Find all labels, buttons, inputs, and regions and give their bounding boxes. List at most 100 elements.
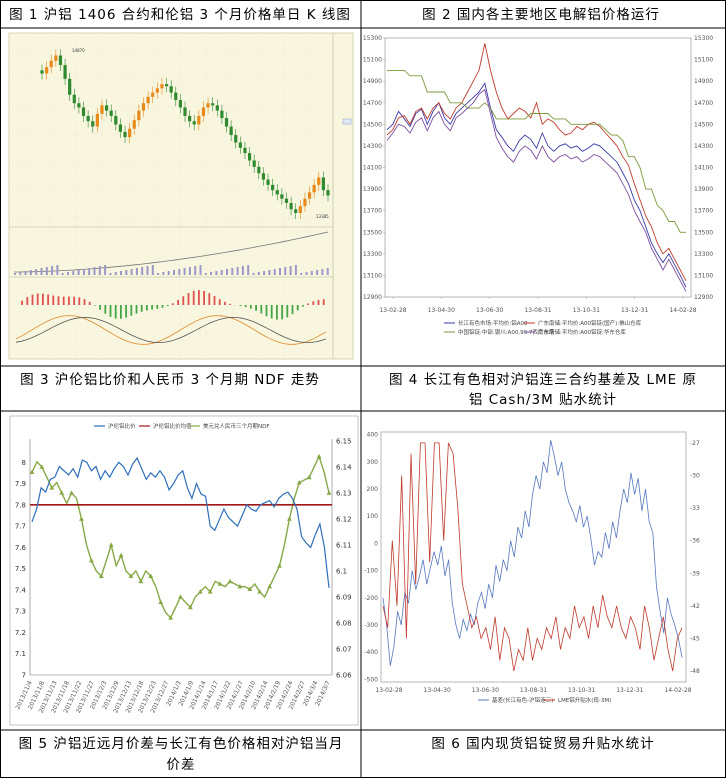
fig3-ytick-left: 7: [22, 672, 26, 680]
fig3-ndf-marker: [267, 584, 272, 589]
fig1-volume-bar: [29, 270, 32, 275]
caption-fig4-line2: 铝 Cash/3M 贴水统计: [469, 392, 617, 408]
fig4-ytick-right: -45: [690, 636, 700, 643]
fig3-ndf-marker: [108, 542, 114, 547]
fig1-candle-body: [321, 177, 325, 191]
fig1-volume-bar: [247, 265, 250, 275]
fig1-candle-body: [77, 103, 81, 108]
fig4-series: [382, 440, 683, 672]
fig2-xtick: 13-12-31: [621, 307, 648, 314]
fig1-candle-body: [326, 190, 330, 196]
fig1-candle-body: [294, 209, 298, 213]
fig3-legend-label: 美元兑人民币三个月期NDF: [203, 422, 270, 430]
fig3-ndf-marker: [316, 454, 322, 459]
fig2-series-line: [386, 89, 687, 292]
fig1-candle-body: [86, 115, 90, 122]
fig1-volume-bar: [236, 267, 239, 275]
fig4-xtick: 13-12-31: [616, 687, 643, 694]
fig1-macd-bar: [203, 290, 205, 305]
fig2-legend-label: 广东南储:平均价:A00铝锭:华东仓库: [538, 328, 626, 336]
fig1-volume-bar: [72, 271, 75, 275]
fig4-ytick-right: -36: [690, 538, 700, 545]
fig2-series-line: [386, 43, 687, 282]
fig3-ndf-marker: [306, 474, 312, 480]
fig1-macd-bar: [286, 305, 289, 318]
fig1-macd-bar: [78, 297, 81, 305]
fig3-ytick-left: 7.3: [15, 608, 26, 616]
fig1-candle-body: [312, 184, 316, 193]
fig2-ytick-left: 14900: [363, 78, 382, 85]
fig1-candle-body: [238, 142, 242, 148]
fig1-candle-body: [289, 202, 293, 210]
fig1-volume-bar: [326, 268, 329, 275]
fig1-macd-bar: [276, 305, 278, 320]
fig4-ytick-right: -33: [690, 505, 700, 512]
fig2-ytick-left: 15300: [363, 35, 382, 42]
fig4-ytick-left: 0: [374, 540, 378, 547]
fig1-volume-bar: [35, 269, 38, 275]
fig2-ytick-left: 13700: [363, 208, 382, 215]
fig1-macd-bar: [250, 305, 252, 309]
fig1-candle-body: [247, 153, 252, 161]
fig1-macd-dea-line: [15, 316, 327, 344]
fig1-macd-bar: [135, 305, 138, 314]
fig3-ytick-left: 7.1: [15, 650, 26, 658]
fig1-macd-bar: [229, 303, 231, 305]
fig3-ndf-marker: [118, 552, 124, 558]
fig1-candle-body: [45, 67, 49, 74]
fig1-volume-bar: [321, 269, 324, 275]
fig1-macd-bar: [83, 299, 86, 305]
fig2-series-line: [386, 82, 687, 288]
fig1-volume-bars: [14, 265, 329, 275]
caption-fig4-line1: 图 4 长江有色相对沪铝连三合约基差及 LME 原: [389, 371, 697, 388]
fig1-macd-bar: [198, 290, 200, 305]
fig3-ndf-marker: [277, 563, 282, 568]
fig1-candle-body: [271, 184, 275, 191]
fig3-ytick-left: 7.4: [15, 586, 27, 594]
fig1-volume-bar: [300, 273, 303, 275]
fig3-ndf-marker: [287, 516, 292, 521]
fig2-ytick-right: 14500: [694, 121, 713, 128]
fig3-chart: 沪伦铝比价 沪伦铝比价均值 美元兑人民币三个月期NDF 7 7.1 7.2 7.3 7.4 7…: [9, 415, 359, 726]
fig1-volume-bar: [220, 270, 223, 275]
fig1-candle-body: [215, 105, 219, 111]
fig1-macd-bar: [140, 305, 143, 312]
fig4-chart: -500 -400 -300 -200 -100 0 100 200 300 400 -48 -45 -…: [364, 431, 700, 704]
fig3-ndf-marker: [188, 604, 193, 610]
fig2-ytick-right: 15300: [694, 35, 713, 42]
fig2-ytick-left: 14300: [363, 143, 382, 150]
fig3-series: [29, 454, 332, 620]
fig1-macd-bar: [296, 305, 299, 311]
fig1-candle-body: [54, 55, 58, 61]
fig1-macd-bar: [291, 305, 294, 315]
fig1-volume-bar: [305, 272, 308, 275]
fig1-candle-body: [261, 173, 266, 180]
fig1-candle-body: [132, 120, 136, 129]
fig4-legend: 基差(长江有色-沪铝连三) LME铝升贴水(现-3M): [478, 696, 611, 704]
fig4-xtick: 14-02-28: [664, 687, 691, 694]
fig1-volume-bar: [167, 271, 170, 275]
fig1-candle-body: [40, 70, 44, 74]
fig3-ytick-left: 7.2: [15, 629, 26, 637]
fig4-xtick: 13-02-28: [375, 687, 402, 694]
fig1-volume-bar: [77, 270, 80, 275]
fig1-high-label: 14870: [72, 48, 85, 53]
fig1-candle-body: [298, 206, 302, 213]
fig2-ytick-right: 13100: [694, 272, 713, 279]
fig1-macd-bar: [317, 299, 320, 305]
fig1-macd-bar: [172, 303, 174, 305]
fig1-macd-bar: [114, 305, 117, 319]
fig3-ytick-right: 6.12: [336, 516, 352, 524]
fig1-volume-bar: [257, 272, 260, 275]
fig2-ytick-left: 13100: [363, 272, 382, 279]
fig4-ytick-left: -200: [364, 595, 378, 602]
fig1-macd-bar: [47, 294, 49, 305]
fig1-volume-bar: [61, 273, 64, 275]
fig3-ndf-marker: [39, 464, 45, 469]
fig2-ytick-right: 12900: [694, 294, 713, 301]
fig2-ytick-right: 14900: [694, 78, 713, 85]
fig3-ndf-marker: [207, 589, 213, 594]
fig1-volume-bar: [88, 268, 91, 275]
fig1-candle-body: [229, 126, 233, 136]
fig2-ytick-left: 14100: [363, 165, 382, 172]
